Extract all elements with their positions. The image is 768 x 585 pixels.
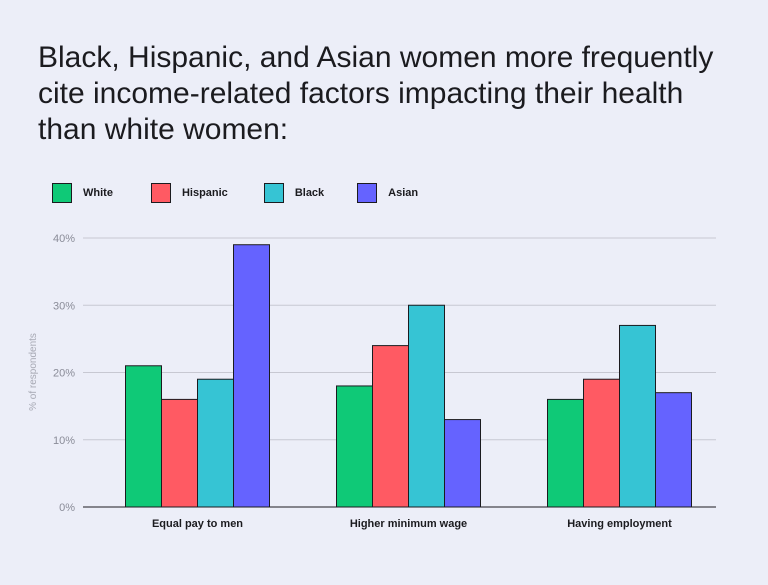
legend-label-hispanic: Hispanic bbox=[181, 187, 228, 199]
legend-item-white: White bbox=[52, 183, 113, 203]
y-tick-label: 0% bbox=[59, 502, 75, 514]
bar-black bbox=[408, 304, 445, 508]
y-tick-label: 30% bbox=[53, 300, 75, 312]
legend-swatch-hispanic bbox=[150, 183, 171, 203]
chart-title: Black, Hispanic, and Asian women more fr… bbox=[38, 41, 714, 146]
bar-hispanic bbox=[583, 378, 620, 508]
y-tick-label: 10% bbox=[53, 435, 75, 447]
bar-hispanic bbox=[372, 345, 409, 508]
legend-label-asian: Asian bbox=[388, 187, 419, 199]
y-axis-title: % of respondents bbox=[28, 333, 39, 411]
bar-black bbox=[619, 324, 656, 508]
bar-hispanic bbox=[161, 398, 198, 508]
legend-swatch-asian bbox=[357, 183, 378, 203]
legend: White Hispanic Black Asian bbox=[52, 183, 418, 203]
y-tick-label: 20% bbox=[53, 368, 75, 380]
bar-white bbox=[125, 365, 162, 508]
bar-white bbox=[336, 385, 373, 508]
bar-black bbox=[197, 378, 234, 508]
legend-swatch-black bbox=[263, 183, 284, 203]
y-tick-label: 40% bbox=[53, 233, 75, 245]
bar-asian bbox=[233, 244, 270, 508]
legend-item-hispanic: Hispanic bbox=[150, 183, 228, 203]
x-category-label: Having employment bbox=[567, 518, 672, 530]
x-category-label: Equal pay to men bbox=[152, 518, 243, 530]
bar-asian bbox=[444, 419, 481, 508]
bar-white bbox=[547, 398, 584, 508]
legend-item-black: Black bbox=[263, 183, 325, 203]
legend-label-white: White bbox=[83, 187, 113, 199]
x-category-label: Higher minimum wage bbox=[350, 518, 467, 530]
bar-asian bbox=[655, 392, 692, 508]
legend-swatch-white bbox=[52, 183, 72, 203]
legend-item-asian: Asian bbox=[357, 183, 418, 203]
legend-label-black: Black bbox=[294, 187, 325, 199]
